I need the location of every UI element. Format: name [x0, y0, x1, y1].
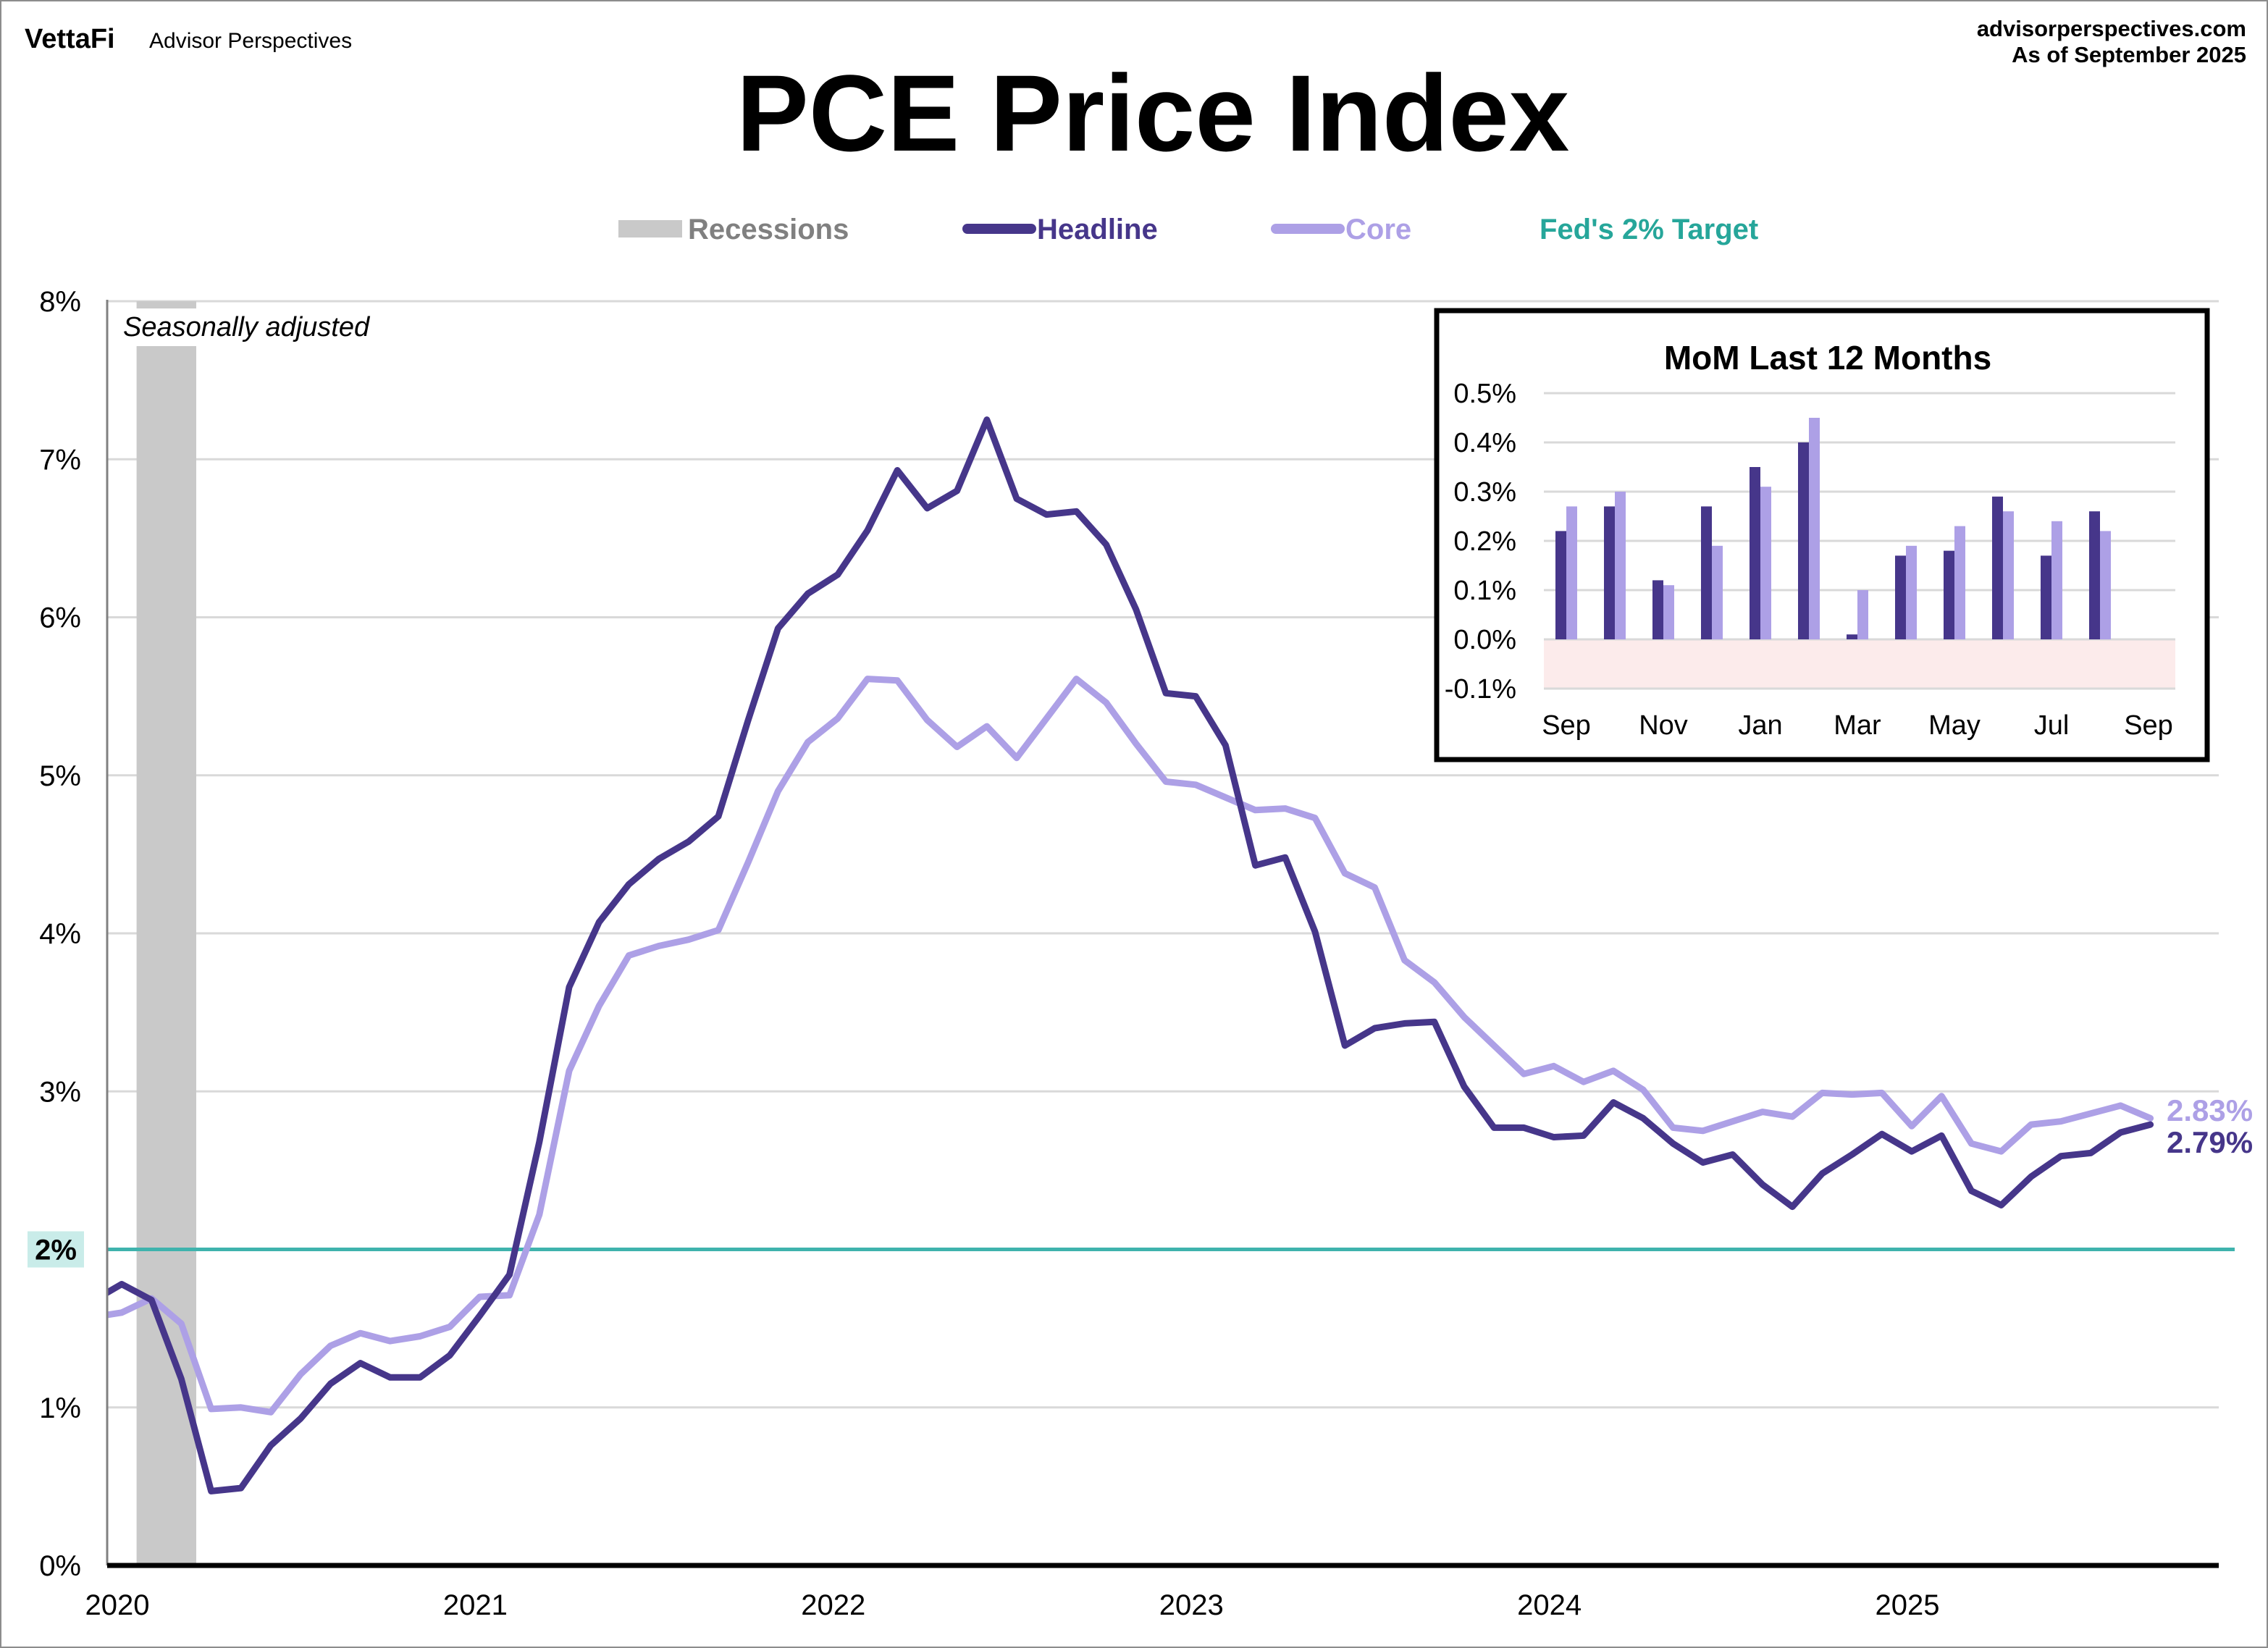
- x-tick-label: 2022: [801, 1589, 865, 1621]
- x-tick-label: 2023: [1159, 1589, 1224, 1621]
- inset-bar-headline: [1992, 496, 2003, 639]
- y-tick-label: 1%: [39, 1392, 81, 1424]
- inset-x-tick-label: Sep: [1542, 710, 1591, 741]
- inset-bar-headline: [2089, 511, 2100, 639]
- legend-label-headline: Headline: [1037, 214, 1158, 245]
- as-of-date: As of September 2025: [2012, 42, 2246, 67]
- inset-bar-core: [1954, 526, 1965, 639]
- x-axis-ticks: 2020 2021 2022 2023 2024 2025: [85, 1589, 1940, 1621]
- x-tick-label: 2020: [85, 1589, 150, 1621]
- inset-x-tick-label: May: [1928, 710, 1981, 741]
- inset-bar-core: [1857, 590, 1868, 639]
- note-background: [120, 308, 395, 346]
- inset-y-tick-label: -0.1%: [1445, 674, 1516, 705]
- inset-bar-headline: [1798, 442, 1809, 639]
- site-url: advisorperspectives.com: [1977, 16, 2246, 41]
- seasonally-adjusted-note: Seasonally adjusted: [123, 312, 371, 342]
- inset-bar-headline: [1944, 550, 1954, 639]
- brand-logo: VettaFi: [25, 24, 115, 54]
- inset-bar-core: [2100, 531, 2111, 639]
- legend-label-recessions: Recessions: [688, 214, 849, 245]
- inset-x-tick-label: Mar: [1834, 710, 1881, 741]
- inset-bar-core: [1566, 506, 1577, 639]
- inset-bar-core: [1809, 418, 1820, 639]
- inset-y-tick-label: 0.3%: [1453, 477, 1516, 508]
- inset-bar-headline: [1652, 580, 1663, 639]
- legend: Recessions Headline Core Fed's 2% Target: [618, 214, 1758, 245]
- inset-y-tick-label: 0.1%: [1453, 576, 1516, 606]
- inset-bar-core: [2003, 511, 2014, 639]
- inset-bar-core: [1712, 545, 1723, 639]
- y-tick-label: 7%: [39, 444, 81, 476]
- legend-swatch-recessions: [618, 220, 682, 237]
- inset-mom-chart: MoM Last 12 Months -0.1% 0.0% 0.1% 0.2% 0.3%…: [1434, 308, 2210, 762]
- series-line-headline: [107, 416, 2154, 1494]
- negative-zone: [1544, 639, 2175, 689]
- inset-bar-core: [1663, 585, 1674, 639]
- inset-bar-headline: [1750, 467, 1760, 639]
- inset-bar-core: [1615, 492, 1626, 639]
- target-label-box: [28, 1231, 84, 1268]
- brand-subtitle: Advisor Perspectives: [149, 29, 352, 53]
- inset-x-ticks: Sep Nov Jan Mar May Jul Sep: [1542, 710, 2173, 741]
- x-tick-label: 2021: [443, 1589, 508, 1621]
- inset-bar-core: [1906, 545, 1917, 639]
- inset-bar-headline: [2041, 555, 2051, 639]
- recession-bands: [136, 301, 196, 1565]
- y-tick-label: 6%: [39, 602, 81, 634]
- y-axis-ticks: 0% 1% 3% 4% 5% 6% 7% 8%: [39, 286, 81, 1582]
- y-tick-label: 3%: [39, 1076, 81, 1108]
- inset-title: MoM Last 12 Months: [1664, 339, 1991, 377]
- inset-x-tick-label: Jan: [1738, 710, 1782, 741]
- y-tick-label: 5%: [39, 760, 81, 792]
- inset-bar-headline: [1895, 555, 1906, 639]
- series-line-core: [107, 676, 2154, 1416]
- inset-bar-headline: [1847, 634, 1857, 639]
- inset-bar-headline: [1604, 506, 1615, 639]
- y-tick-label: 4%: [39, 918, 81, 950]
- y-tick-label: 8%: [39, 286, 81, 318]
- inset-x-tick-label: Sep: [2124, 710, 2173, 741]
- y-tick-label: 0%: [39, 1550, 81, 1582]
- target-label: 2%: [35, 1235, 77, 1266]
- recession-band: [136, 301, 196, 1565]
- chart-title: PCE Price Index: [736, 52, 1570, 174]
- inset-bar-core: [2051, 521, 2062, 639]
- x-tick-label: 2025: [1876, 1589, 1940, 1621]
- inset-bar-core: [1760, 487, 1771, 639]
- inset-y-tick-label: 0.2%: [1453, 526, 1516, 557]
- x-tick-label: 2024: [1517, 1589, 1582, 1621]
- inset-y-tick-label: 0.5%: [1453, 379, 1516, 409]
- headline-end-label: 2.79%: [2167, 1125, 2253, 1159]
- series-lines: [107, 416, 2154, 1494]
- inset-x-tick-label: Jul: [2034, 710, 2070, 741]
- legend-label-core: Core: [1345, 214, 1411, 245]
- inset-bar-headline: [1555, 531, 1566, 639]
- inset-y-tick-label: 0.4%: [1453, 428, 1516, 458]
- inset-y-tick-label: 0.0%: [1453, 625, 1516, 655]
- inset-x-tick-label: Nov: [1639, 710, 1688, 741]
- inset-bars: [1555, 418, 2111, 639]
- legend-label-target: Fed's 2% Target: [1540, 214, 1758, 245]
- inset-gridlines: -0.1% 0.0% 0.1% 0.2% 0.3% 0.4% 0.5%: [1445, 379, 2175, 705]
- core-end-label: 2.83%: [2167, 1093, 2253, 1127]
- inset-bar-headline: [1701, 506, 1712, 639]
